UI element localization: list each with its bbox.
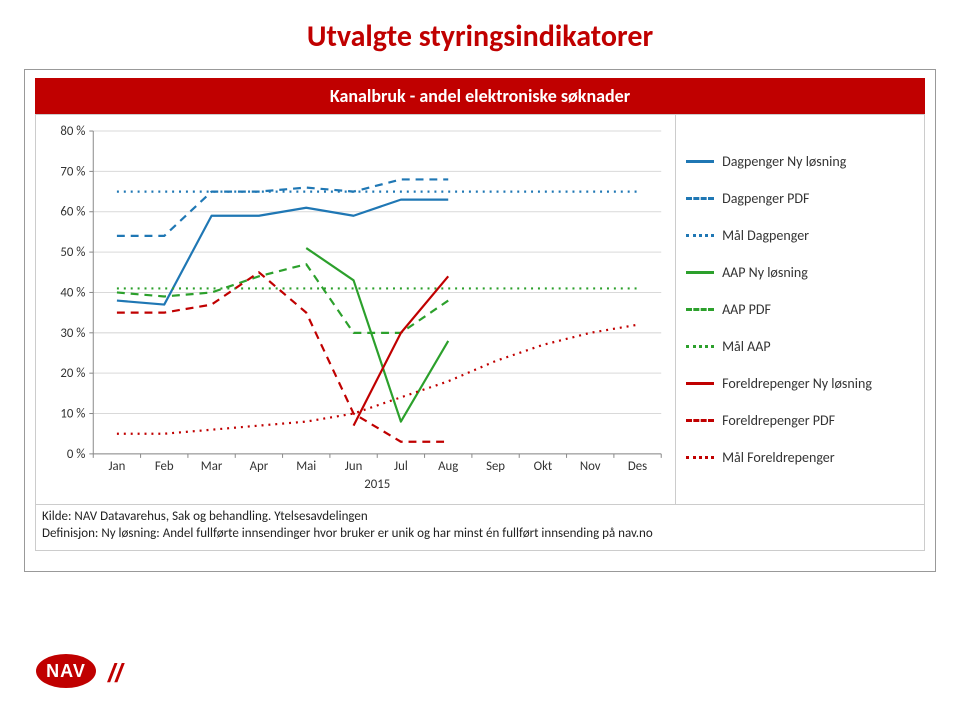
svg-text:Okt: Okt [534,459,553,474]
legend-swatch [686,456,714,459]
svg-text:Des: Des [628,459,647,474]
plot-cell: 0 % 10 % 20 % 30 % 40 % 50 % 60 % 70 % 80 % Jan Fe… [36,115,676,505]
chart-title: Kanalbruk - andel elektroniske søknader [330,85,630,107]
page-title: Utvalgte styringsindikatorer [24,18,936,55]
legend-swatch [686,419,714,422]
legend: Dagpenger Ny løsning Dagpenger PDF Mål Dag… [686,153,920,466]
chart-table: 0 % 10 % 20 % 30 % 40 % 50 % 60 % 70 % 80 % Jan Fe… [35,114,925,551]
svg-text:Jun: Jun [345,459,363,474]
legend-item: AAP PDF [686,301,920,318]
svg-text:40 %: 40 % [60,285,85,300]
footnote-line1: Kilde: NAV Datavarehus, Sak og behandlin… [42,509,918,526]
svg-text:Jul: Jul [394,459,408,474]
legend-item: Mål Dagpenger [686,227,920,244]
legend-item: AAP Ny løsning [686,264,920,281]
svg-text:20 %: 20 % [60,366,85,381]
legend-label: Dagpenger PDF [722,190,809,207]
svg-text://: // [107,658,125,688]
legend-item: Mål AAP [686,338,920,355]
legend-label: Foreldrepenger PDF [722,412,835,429]
svg-text:Mai: Mai [296,459,316,474]
legend-item: Foreldrepenger Ny løsning [686,375,920,392]
svg-text:0 %: 0 % [67,447,86,462]
legend-label: Mål AAP [722,338,771,355]
page-root: Utvalgte styringsindikatorer Kanalbruk -… [0,0,960,710]
svg-text:80 %: 80 % [60,124,85,139]
nav-logo: NAV // [30,652,150,690]
legend-swatch [686,308,714,311]
chart-title-band: Kanalbruk - andel elektroniske søknader [35,78,925,114]
legend-label: Mål Foreldrepenger [722,449,835,466]
legend-swatch [686,382,714,385]
legend-item: Mål Foreldrepenger [686,449,920,466]
svg-text:Sep: Sep [486,459,505,474]
chart-footnote: Kilde: NAV Datavarehus, Sak og behandlin… [36,505,925,551]
legend-item: Dagpenger Ny løsning [686,153,920,170]
svg-text:Aug: Aug [438,459,458,474]
legend-swatch [686,345,714,348]
svg-text:Feb: Feb [155,459,174,474]
svg-text:60 %: 60 % [60,205,85,220]
svg-text:Apr: Apr [250,459,269,474]
legend-label: Mål Dagpenger [722,227,809,244]
svg-text:50 %: 50 % [60,245,85,260]
chart-frame: Kanalbruk - andel elektroniske søknader … [24,69,936,572]
line-chart-svg: 0 % 10 % 20 % 30 % 40 % 50 % 60 % 70 % 80 % Jan Fe… [40,119,671,500]
footnote-line2: Definisjon: Ny løsning: Andel fullførte … [42,526,918,543]
legend-swatch [686,271,714,274]
legend-label: AAP PDF [722,301,771,318]
svg-text:Mar: Mar [201,459,223,474]
legend-swatch [686,234,714,237]
svg-text:70 %: 70 % [60,164,85,179]
svg-text:10 %: 10 % [60,406,85,421]
legend-cell: Dagpenger Ny løsning Dagpenger PDF Mål Dag… [676,115,925,505]
svg-text:2015: 2015 [364,477,390,492]
legend-label: Foreldrepenger Ny løsning [722,375,872,392]
svg-text:30 %: 30 % [60,326,85,341]
legend-swatch [686,160,714,163]
svg-text:Nov: Nov [580,459,601,474]
legend-item: Foreldrepenger PDF [686,412,920,429]
legend-label: Dagpenger Ny løsning [722,153,846,170]
legend-label: AAP Ny løsning [722,264,808,281]
svg-text:NAV: NAV [46,661,86,681]
legend-item: Dagpenger PDF [686,190,920,207]
svg-text:Jan: Jan [108,459,125,474]
legend-swatch [686,197,714,200]
